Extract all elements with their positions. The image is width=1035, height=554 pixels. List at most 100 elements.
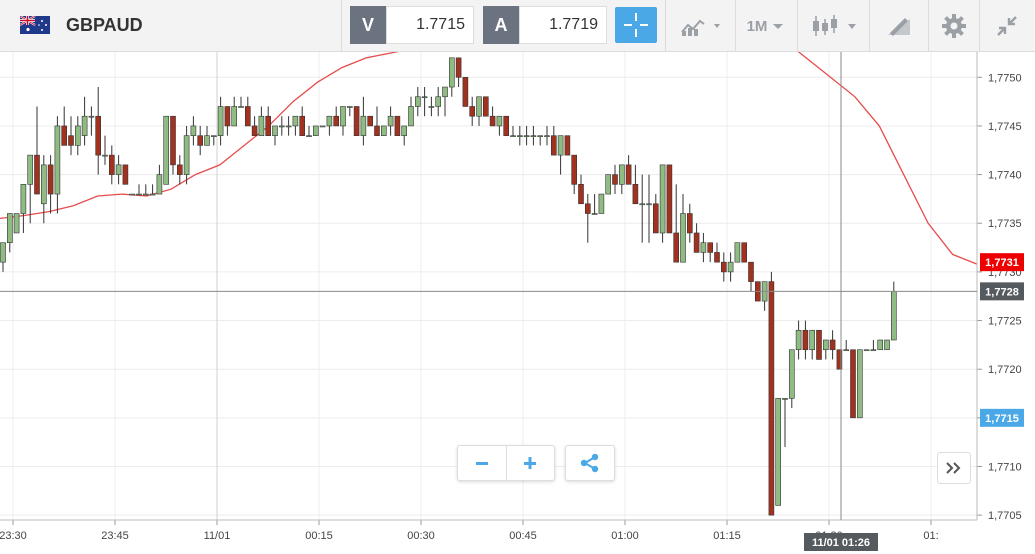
candle <box>564 135 571 156</box>
candle <box>748 261 754 292</box>
candle-body-down <box>469 106 476 117</box>
toolbar-divider <box>665 0 666 51</box>
candle-body-up <box>408 106 414 127</box>
candle <box>482 96 489 117</box>
drawing-tools-icon <box>888 18 910 36</box>
crosshair-button[interactable] <box>615 7 657 43</box>
candle <box>27 154 34 224</box>
scroll-to-latest-button[interactable] <box>937 452 971 484</box>
plus-icon <box>524 457 537 469</box>
candle <box>54 116 61 214</box>
candle <box>686 203 693 243</box>
candle <box>727 252 734 282</box>
candle-body-down <box>374 125 380 136</box>
candle <box>129 193 135 196</box>
candle <box>809 329 816 360</box>
candle <box>693 223 700 253</box>
candle-body-up <box>442 86 448 98</box>
x-tick-label: 01: <box>923 530 938 542</box>
zoom-in-button[interactable] <box>505 446 555 480</box>
candle <box>333 106 340 127</box>
settings-button[interactable] <box>934 4 974 48</box>
candle-body-down <box>333 115 340 127</box>
candle-body-down <box>122 164 129 185</box>
candle-body-down <box>367 115 374 127</box>
candle-body-up <box>54 125 61 195</box>
collapse-button[interactable] <box>985 4 1029 48</box>
share-button[interactable] <box>565 445 615 481</box>
bid-price-badge-bg <box>980 408 1024 427</box>
candle <box>190 116 197 146</box>
candle-body-down <box>707 242 714 253</box>
candle-body-up <box>788 349 795 399</box>
candle <box>646 174 652 243</box>
y-tick-label: 1,7725 <box>988 316 1022 328</box>
y-tick-label: 1,7740 <box>988 170 1022 182</box>
share-icon <box>580 453 599 473</box>
candle-body-up <box>659 164 666 234</box>
toolbar-divider <box>341 0 342 51</box>
candle-body-up <box>680 213 686 263</box>
candle <box>340 106 346 136</box>
crosshair-time-label: 11/01 01:26 <box>812 537 870 549</box>
candle <box>95 87 101 175</box>
candle-body-up <box>319 125 326 128</box>
candle-body-up <box>81 115 88 136</box>
candle <box>734 242 741 263</box>
current-price-badge-label: 1,7728 <box>985 286 1019 298</box>
candle-body-up <box>598 193 605 214</box>
x-tick-label: 01:15 <box>713 530 741 542</box>
candle <box>707 242 714 263</box>
candle <box>884 339 890 351</box>
timeframe-label: 1M <box>746 17 768 35</box>
toolbar-divider <box>735 0 736 51</box>
candle-body-up <box>401 125 408 136</box>
candle-body-down <box>632 184 639 205</box>
chart-type-button[interactable] <box>672 4 730 48</box>
toolbar-divider <box>869 0 870 51</box>
candle <box>530 125 537 146</box>
sell-label[interactable]: V <box>350 6 386 44</box>
drawing-tools-button[interactable] <box>874 4 924 48</box>
candle <box>374 106 380 136</box>
zoom-out-button[interactable] <box>458 446 506 480</box>
candle-body-up <box>863 349 870 352</box>
current-price-badge: 1,7728 <box>980 282 1024 301</box>
candle-style-button[interactable] <box>804 4 864 48</box>
candle-body-up <box>360 115 367 136</box>
candle <box>81 96 88 146</box>
candle <box>795 320 802 360</box>
candle <box>571 154 578 195</box>
candle-body-up <box>856 349 863 419</box>
candle-body-up <box>516 135 523 137</box>
candle <box>775 398 782 506</box>
sell-price[interactable]: 1.7715 <box>386 6 474 44</box>
candle <box>802 320 809 360</box>
candle-body-up <box>639 203 646 206</box>
toolbar-divider <box>797 0 798 51</box>
toolbar-divider <box>979 0 980 51</box>
buy-label[interactable]: A <box>483 6 519 44</box>
candle-body-up <box>496 115 503 127</box>
timeframe-button[interactable]: 1M <box>741 4 791 48</box>
candle <box>217 96 224 146</box>
candle <box>265 106 272 136</box>
candle-body-up <box>13 213 20 234</box>
current-price-badge-bg <box>980 282 1024 301</box>
candle <box>47 155 54 214</box>
candle-body-up <box>822 339 829 351</box>
candle-body-up <box>346 106 353 108</box>
candle-body-down <box>571 154 578 185</box>
collapse-icon <box>997 16 1017 36</box>
candle <box>870 340 877 352</box>
buy-price[interactable]: 1.7719 <box>519 6 607 44</box>
candle-body-up <box>877 339 884 351</box>
candle-body-up <box>421 96 428 99</box>
candle-body-up <box>809 329 816 351</box>
candle <box>768 271 775 516</box>
y-tick-label: 1,7720 <box>988 364 1022 376</box>
instrument-symbol: GBPAUD <box>66 15 143 35</box>
candle-body-down <box>836 349 843 370</box>
candle-body-up <box>387 115 394 127</box>
